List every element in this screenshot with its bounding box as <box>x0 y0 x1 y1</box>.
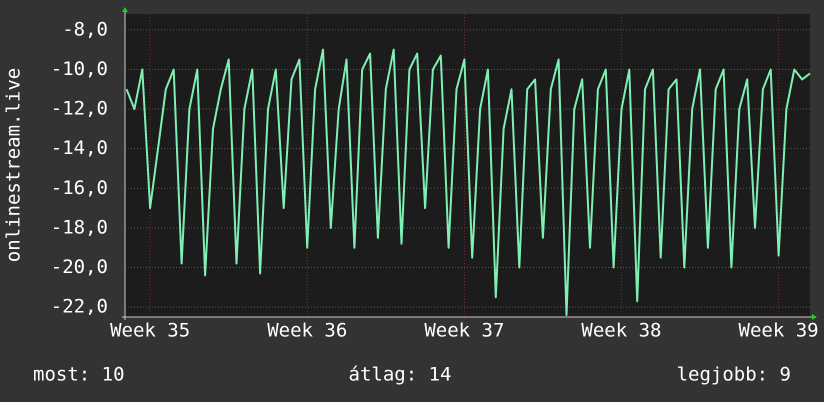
x-tick-label: Week 38 <box>581 320 661 342</box>
y-tick-label: -12,0 <box>51 98 108 120</box>
x-tick-label: Week 36 <box>267 320 347 342</box>
x-tick-label: Week 35 <box>110 320 190 342</box>
x-tick-label: Week 37 <box>424 320 504 342</box>
y-axis-label: onlinestream.live <box>3 68 25 262</box>
y-tick-label: -10,0 <box>51 58 108 80</box>
y-tick-label: -14,0 <box>51 137 108 159</box>
plot-area <box>125 14 810 317</box>
y-tick-label: -8,0 <box>62 18 108 40</box>
data-line <box>125 48 811 316</box>
x-tick-label: Week 39 <box>739 320 819 342</box>
axis-arrow <box>122 7 128 12</box>
y-tick-label: -20,0 <box>51 256 108 278</box>
footer-best: legjobb: 9 <box>677 364 791 386</box>
y-tick-label: -18,0 <box>51 216 108 238</box>
footer-current: most: 10 <box>33 364 125 386</box>
y-tick-label: -22,0 <box>51 296 108 318</box>
footer-average: átlag: 14 <box>349 364 452 386</box>
axis-arrow <box>812 314 817 320</box>
y-tick-label: -16,0 <box>51 177 108 199</box>
